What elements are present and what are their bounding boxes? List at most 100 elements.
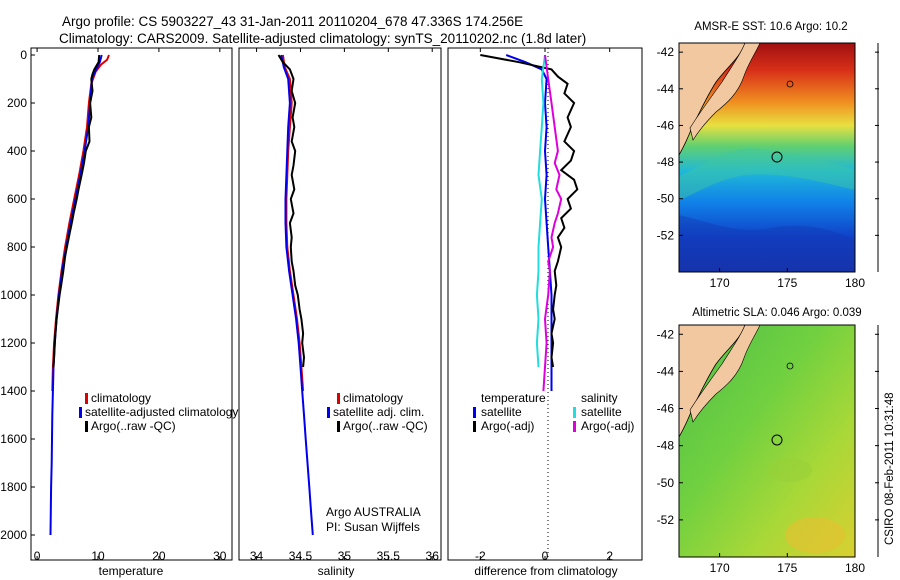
salinity-x-label: salinity: [318, 564, 355, 578]
lat-tick-label: -46: [657, 118, 675, 132]
depth-tick-label: 2000: [0, 528, 27, 542]
figure-title-line-2: Climatology: CARS2009. Satellite-adjuste…: [59, 31, 586, 46]
legend-label-argo: Argo(..raw -QC): [343, 419, 428, 433]
legend-swatch-argo: [337, 421, 340, 432]
figure-title-line-1: Argo profile: CS 5903227_43 31-Jan-2011 …: [62, 14, 523, 29]
lat-tick-label: -52: [657, 228, 675, 242]
depth-tick-label: 200: [7, 96, 27, 110]
sst-map-title: AMSR-E SST: 10.6 Argo: 10.2: [694, 21, 847, 33]
legend-swatch-argo: [85, 421, 88, 432]
series-line-temperature-2: [52, 54, 101, 368]
canterbury-coast-land: [689, 43, 761, 141]
canterbury-coast-land: [689, 325, 761, 423]
legend-heading-temperature: temperature: [481, 391, 546, 405]
lon-tick-label: 180: [845, 276, 865, 290]
legend-swatch-climatology: [337, 393, 340, 404]
profile-location-marker: [771, 151, 783, 163]
legend-label-climatology: climatology: [91, 391, 151, 405]
x-tick-label: 0: [34, 549, 41, 563]
difference-panel: -2 0 2 difference from climatology tempera…: [447, 47, 643, 578]
temperature-series: [49, 54, 110, 536]
lon-tick-label: 170: [710, 276, 730, 290]
profile-location-marker: [771, 434, 783, 446]
sla-anomaly-patch: [768, 458, 812, 482]
depth-tick-label: 600: [7, 192, 27, 206]
series-line-difference-2: [535, 54, 546, 368]
sla-map-field: [679, 325, 855, 557]
salinity-x-axis: 34 34.5 35 35.5 36: [250, 48, 439, 563]
series-line-difference-3: [542, 54, 563, 392]
lat-tick-label: -44: [657, 82, 675, 96]
temperature-panel: 0 200 400 600 800 1000 1200 1400 1600 1800 2000 0 1…: [0, 47, 452, 578]
series-line-salinity-1: [280, 54, 314, 536]
sst-cold-pool: [679, 215, 855, 272]
legend-label-temp-satellite: satellite: [481, 405, 522, 419]
sst-map-panel: AMSR-E SST: 10.6 Argo: 10.2 170 175 180 -42…: [657, 21, 879, 290]
sla-map-title: Altimetric SLA: 0.046 Argo: 0.039: [692, 307, 861, 319]
depth-axis: 0 200 400 600 800 1000 1200 1400 1600 1800 2000: [0, 48, 452, 542]
chatham-rise-contour: [786, 80, 794, 88]
depth-tick-label: 0: [20, 48, 27, 62]
salinity-legend: climatology satellite adj. clim. Argo(..…: [327, 391, 428, 433]
legend-heading-salinity: salinity: [581, 391, 618, 405]
sst-map-field: [679, 43, 855, 272]
depth-tick-label: 1000: [0, 288, 27, 302]
legend-label-satellite-adjusted: satellite-adjusted climatology: [85, 405, 238, 419]
legend-swatch-temp-satellite: [473, 407, 476, 418]
lat-tick-label: -50: [657, 476, 675, 490]
temperature-x-axis: 0 10 20 30: [34, 48, 227, 563]
lat-tick-label: -50: [657, 192, 675, 206]
depth-tick-label: 400: [7, 144, 27, 158]
series-line-difference-1: [480, 54, 579, 368]
salinity-panel: 34 34.5 35 35.5 36 salinity climatology sate…: [238, 47, 442, 578]
legend-label-climatology: climatology: [343, 391, 403, 405]
sla-positive-anomaly: [785, 517, 845, 553]
legend-swatch-climatology: [85, 393, 88, 404]
difference-series: [480, 54, 579, 392]
sla-map-panel: Altimetric SLA: 0.046 Argo: 0.039 170 175…: [657, 307, 879, 575]
sst-map-frame: [678, 42, 856, 273]
temperature-axes-frame: [30, 47, 233, 561]
difference-axes-frame: [447, 47, 643, 561]
pi-label: PI: Susan Wijffels: [326, 520, 420, 534]
x-tick-label: -2: [475, 549, 486, 563]
lat-tick-label: -48: [657, 155, 675, 169]
depth-tick-label: 1800: [0, 480, 27, 494]
lon-tick-label: 175: [777, 561, 797, 575]
depth-tick-label: 1200: [0, 336, 27, 350]
sla-map-axes: 170 175 180 -42 -44 -46 -48 -50 -52: [657, 325, 879, 575]
south-island-land: [679, 43, 746, 156]
depth-tick-label: 1400: [0, 384, 27, 398]
lat-tick-label: -46: [657, 402, 675, 416]
series-line-difference-0: [505, 54, 553, 391]
x-tick-label: 2: [606, 549, 613, 563]
depth-tick-label: 800: [7, 240, 27, 254]
x-tick-label: 0: [542, 549, 549, 563]
x-tick-label: 30: [213, 549, 227, 563]
x-tick-label: 10: [91, 549, 105, 563]
x-tick-label: 34: [250, 549, 264, 563]
lat-tick-label: -42: [657, 327, 675, 341]
x-tick-label: 34.5: [289, 549, 313, 563]
south-island-land: [679, 325, 746, 438]
lat-tick-label: -52: [657, 513, 675, 527]
legend-swatch-temp-argo: [473, 421, 476, 432]
legend-label-sal-satellite: satellite: [581, 405, 622, 419]
lat-tick-label: -48: [657, 439, 675, 453]
sst-front-band: [679, 148, 855, 200]
sla-map-frame: [678, 324, 856, 558]
series-line-salinity-2: [277, 54, 306, 368]
temperature-x-label: temperature: [99, 564, 164, 578]
legend-swatch-satellite-adj: [327, 407, 330, 418]
temperature-legend: climatology satellite-adjusted climatolo…: [79, 391, 238, 433]
lon-tick-label: 170: [710, 561, 730, 575]
legend-label-temp-argo: Argo(-adj): [481, 419, 534, 433]
lat-tick-label: -44: [657, 364, 675, 378]
x-tick-label: 35: [338, 549, 352, 563]
lon-tick-label: 180: [845, 561, 865, 575]
argo-owner-label: Argo AUSTRALIA: [326, 505, 421, 519]
salinity-axes-frame: [238, 47, 442, 561]
salinity-series: [277, 54, 314, 536]
lon-tick-label: 175: [777, 276, 797, 290]
legend-swatch-satellite-adjusted: [79, 407, 82, 418]
